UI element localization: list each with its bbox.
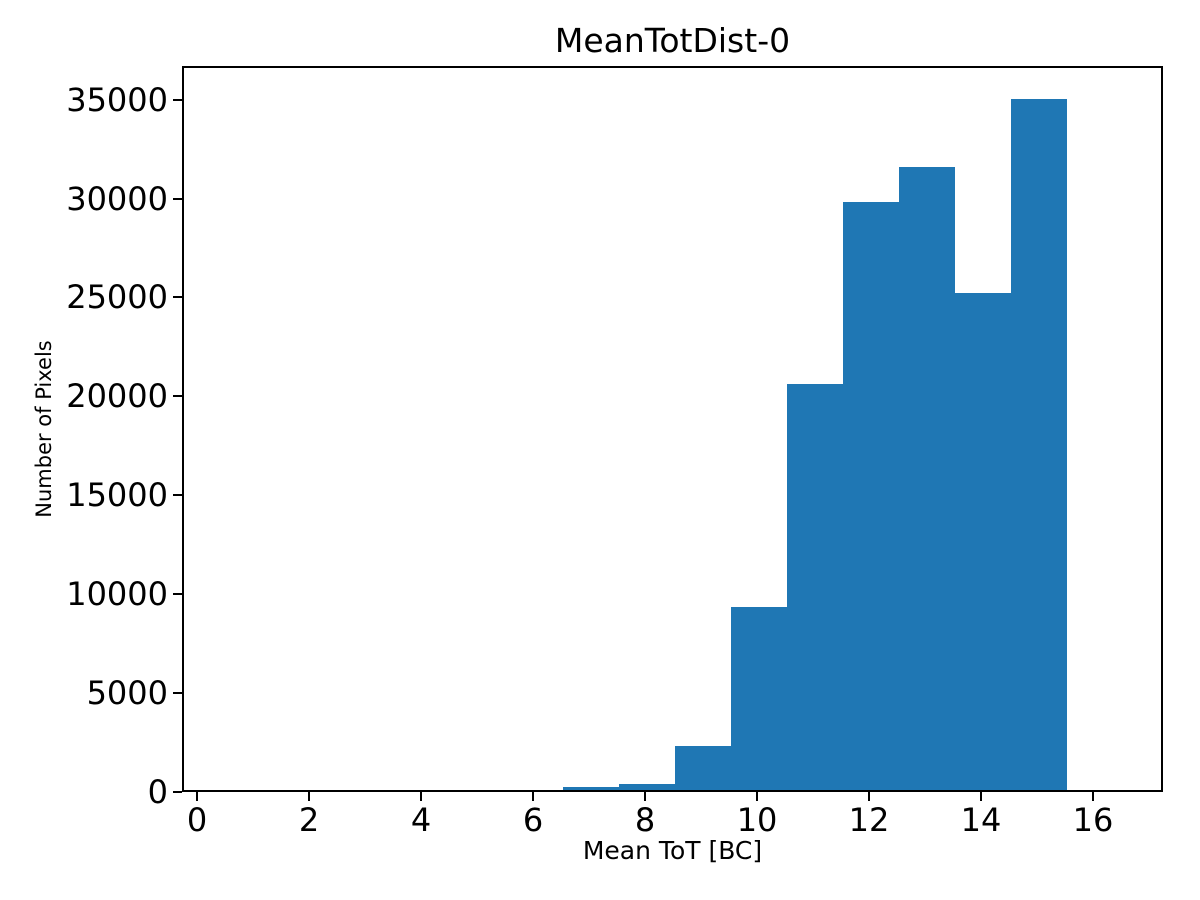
- x-tick-label: 14: [960, 801, 1002, 839]
- y-tick-label: 25000: [66, 278, 168, 317]
- x-tick-mark: [532, 792, 535, 801]
- histogram-bar: [787, 384, 844, 790]
- x-tick-label: 0: [186, 801, 208, 839]
- x-tick-label: 4: [410, 801, 432, 839]
- x-tick-label: 16: [1072, 801, 1114, 839]
- y-tick-mark: [173, 494, 182, 497]
- x-tick-label: 12: [848, 801, 890, 839]
- x-tick-mark: [308, 792, 311, 801]
- y-tick-mark: [173, 593, 182, 596]
- y-tick-label: 20000: [66, 377, 168, 416]
- x-tick-mark: [196, 792, 199, 801]
- x-tick-mark: [756, 792, 759, 801]
- chart-title: MeanTotDist-0: [554, 21, 791, 60]
- y-tick-mark: [173, 197, 182, 200]
- x-axis-label: Mean ToT [BC]: [582, 836, 763, 865]
- y-tick-mark: [173, 98, 182, 101]
- y-tick-label: 15000: [66, 476, 168, 515]
- plot-area: [182, 66, 1163, 792]
- y-tick-label: 0: [147, 773, 168, 811]
- histogram-bar: [619, 784, 676, 790]
- y-tick-label: 35000: [66, 80, 168, 119]
- histogram-bar: [899, 166, 956, 790]
- y-tick-label: 5000: [86, 674, 168, 713]
- x-tick-mark: [980, 792, 983, 801]
- x-tick-mark: [1092, 792, 1094, 801]
- x-tick-mark: [644, 792, 647, 801]
- histogram-bar: [675, 746, 732, 790]
- x-tick-label: 6: [522, 801, 544, 839]
- histogram-bar: [843, 202, 900, 790]
- y-tick-mark: [173, 296, 182, 299]
- x-tick-mark: [420, 792, 423, 801]
- y-tick-mark: [173, 692, 182, 695]
- y-tick-label: 10000: [66, 575, 168, 614]
- histogram-bar: [1011, 98, 1067, 790]
- y-tick-mark: [173, 395, 182, 398]
- bars-layer: [184, 68, 1161, 790]
- histogram-bar: [955, 293, 1011, 790]
- x-tick-label: 10: [736, 801, 778, 839]
- y-axis-label: Number of Pixels: [32, 340, 56, 518]
- x-tick-label: 8: [634, 801, 656, 839]
- histogram-bar: [731, 607, 788, 790]
- y-tick-mark: [173, 791, 182, 793]
- x-tick-mark: [868, 792, 871, 801]
- histogram-bar: [563, 787, 620, 790]
- x-tick-label: 2: [298, 801, 320, 839]
- y-tick-label: 30000: [66, 179, 168, 218]
